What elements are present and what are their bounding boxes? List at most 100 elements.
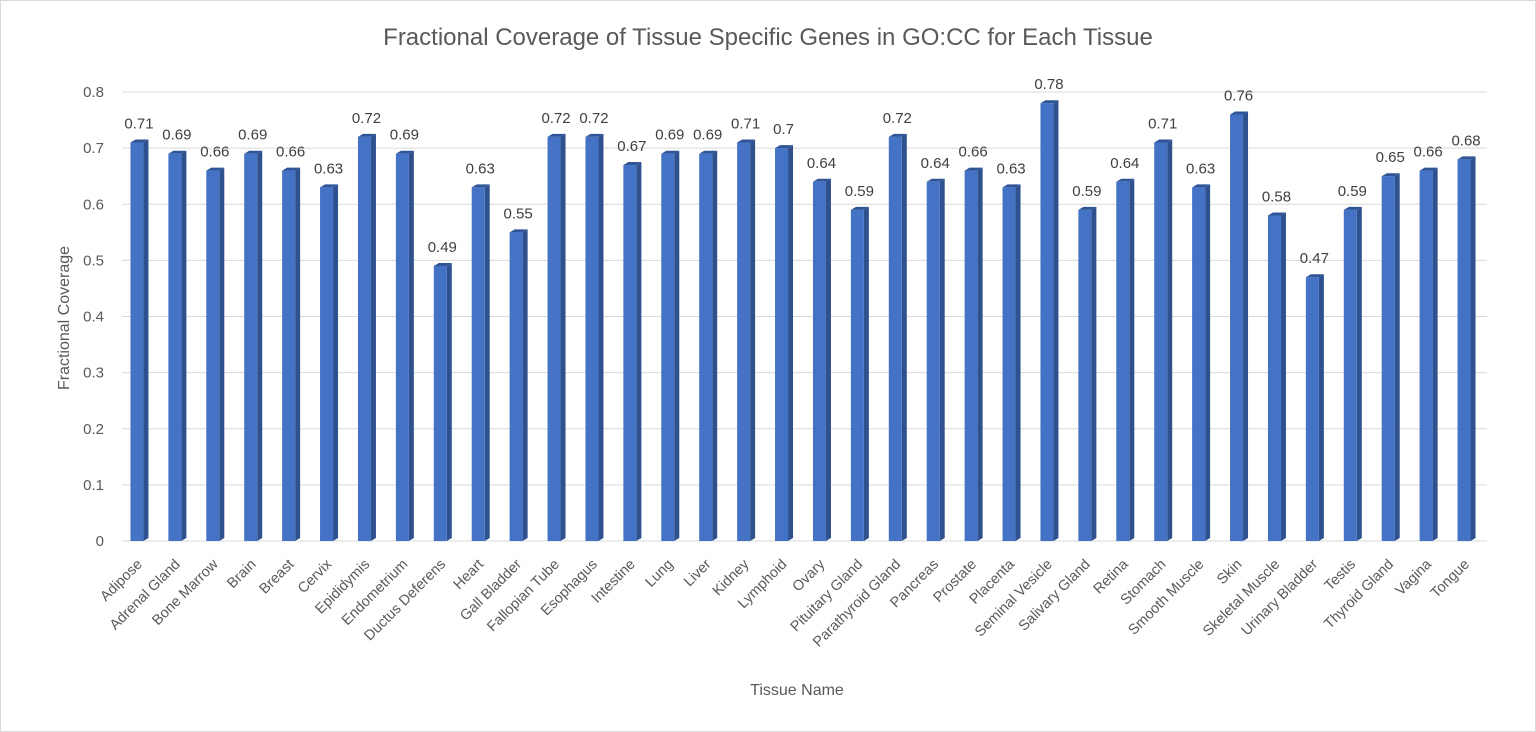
- y-tick-label: 0.7: [83, 140, 104, 157]
- bar-side: [408, 150, 414, 542]
- y-axis-title: Fractional Coverage: [56, 246, 73, 390]
- bar-top: [547, 133, 566, 137]
- bar-side: [181, 150, 187, 542]
- bar-top: [1419, 167, 1438, 171]
- data-label: 0.72: [352, 110, 381, 127]
- bar-front: [509, 232, 523, 541]
- bar: [964, 167, 983, 541]
- bar-front: [888, 136, 902, 541]
- bar-top: [168, 150, 187, 154]
- bar: [547, 133, 566, 541]
- bar: [168, 150, 187, 542]
- x-category-label: Brain: [224, 557, 259, 592]
- bar-top: [395, 150, 414, 154]
- data-label: 0.66: [276, 144, 305, 161]
- bar-top: [357, 133, 376, 137]
- bar-top: [1381, 173, 1400, 177]
- bar-front: [433, 265, 447, 541]
- bar-top: [1267, 212, 1286, 216]
- bar-side: [863, 206, 869, 542]
- bar-side: [598, 133, 604, 541]
- bar: [130, 139, 149, 541]
- data-label: 0.71: [1148, 116, 1177, 133]
- bar-front: [1381, 176, 1395, 541]
- bar: [699, 150, 718, 542]
- bar-side: [1091, 206, 1097, 542]
- bar: [282, 167, 301, 541]
- bar-side: [1318, 274, 1324, 541]
- bar-side: [750, 139, 756, 541]
- chart-title: Fractional Coverage of Tissue Specific G…: [383, 24, 1153, 51]
- bar-front: [850, 209, 864, 542]
- bar-top: [964, 167, 983, 171]
- x-category-label: Tongue: [1428, 557, 1473, 602]
- bar-top: [433, 262, 452, 266]
- bar: [812, 178, 831, 542]
- bar-top: [775, 145, 794, 149]
- data-label: 0.47: [1300, 250, 1329, 267]
- bar-side: [674, 150, 680, 542]
- bar-side: [1167, 139, 1173, 541]
- data-label: 0.71: [124, 116, 153, 133]
- bar-side: [257, 150, 263, 542]
- data-label: 0.67: [617, 138, 646, 155]
- bar-side: [143, 139, 149, 541]
- bar-side: [1356, 206, 1362, 542]
- bar-top: [1457, 156, 1476, 160]
- data-label: 0.63: [466, 160, 495, 177]
- bar-side: [1280, 212, 1286, 541]
- bar: [1192, 184, 1211, 541]
- bar-front: [1040, 103, 1054, 541]
- data-label: 0.63: [314, 160, 343, 177]
- data-label: 0.64: [807, 155, 836, 172]
- bar-front: [1305, 277, 1319, 541]
- bar-front: [357, 136, 371, 541]
- bar-front: [168, 153, 182, 542]
- bar-side: [636, 161, 642, 541]
- bar-side: [295, 167, 301, 541]
- bars: [130, 100, 1476, 542]
- bar-top: [661, 150, 680, 154]
- bar: [585, 133, 604, 541]
- y-tick-label: 0.1: [83, 477, 104, 494]
- y-tick-label: 0.2: [83, 421, 104, 438]
- data-label: 0.69: [693, 127, 722, 144]
- bar: [888, 133, 907, 541]
- data-label: 0.65: [1376, 149, 1405, 166]
- bar-front: [1192, 187, 1206, 541]
- y-tick-label: 0.6: [83, 196, 104, 213]
- data-label: 0.49: [428, 239, 457, 256]
- bar-side: [1470, 156, 1476, 541]
- data-label: 0.71: [731, 116, 760, 133]
- bar-side: [1205, 184, 1211, 541]
- bar-front: [547, 136, 561, 541]
- data-label: 0.69: [162, 127, 191, 144]
- bar-front: [775, 148, 789, 541]
- data-label: 0.66: [1414, 144, 1443, 161]
- bar-side: [484, 184, 490, 541]
- gridlines: [122, 91, 1487, 542]
- x-category-label: Breast: [256, 557, 297, 598]
- y-axis-ticks: 0 0.1 0.2 0.3 0.4 0.5 0.6 0.7 0.8: [83, 84, 104, 550]
- bar-side: [560, 133, 566, 541]
- bar: [357, 133, 376, 541]
- data-label: 0.69: [655, 127, 684, 144]
- bar-top: [1040, 100, 1059, 104]
- bar-top: [1230, 111, 1249, 115]
- bar-top: [1078, 206, 1097, 210]
- bar: [1457, 156, 1476, 541]
- bar-side: [1015, 184, 1021, 541]
- bar-front: [1078, 209, 1092, 542]
- bar: [244, 150, 263, 542]
- bar-side: [1129, 178, 1135, 542]
- data-label: 0.76: [1224, 87, 1253, 104]
- data-label: 0.69: [390, 127, 419, 144]
- bar-front: [699, 153, 713, 542]
- data-label: 0.59: [845, 183, 874, 200]
- bar: [623, 161, 642, 541]
- bar-front: [206, 170, 220, 541]
- bar: [926, 178, 945, 542]
- bar: [1419, 167, 1438, 541]
- bar: [1343, 206, 1362, 542]
